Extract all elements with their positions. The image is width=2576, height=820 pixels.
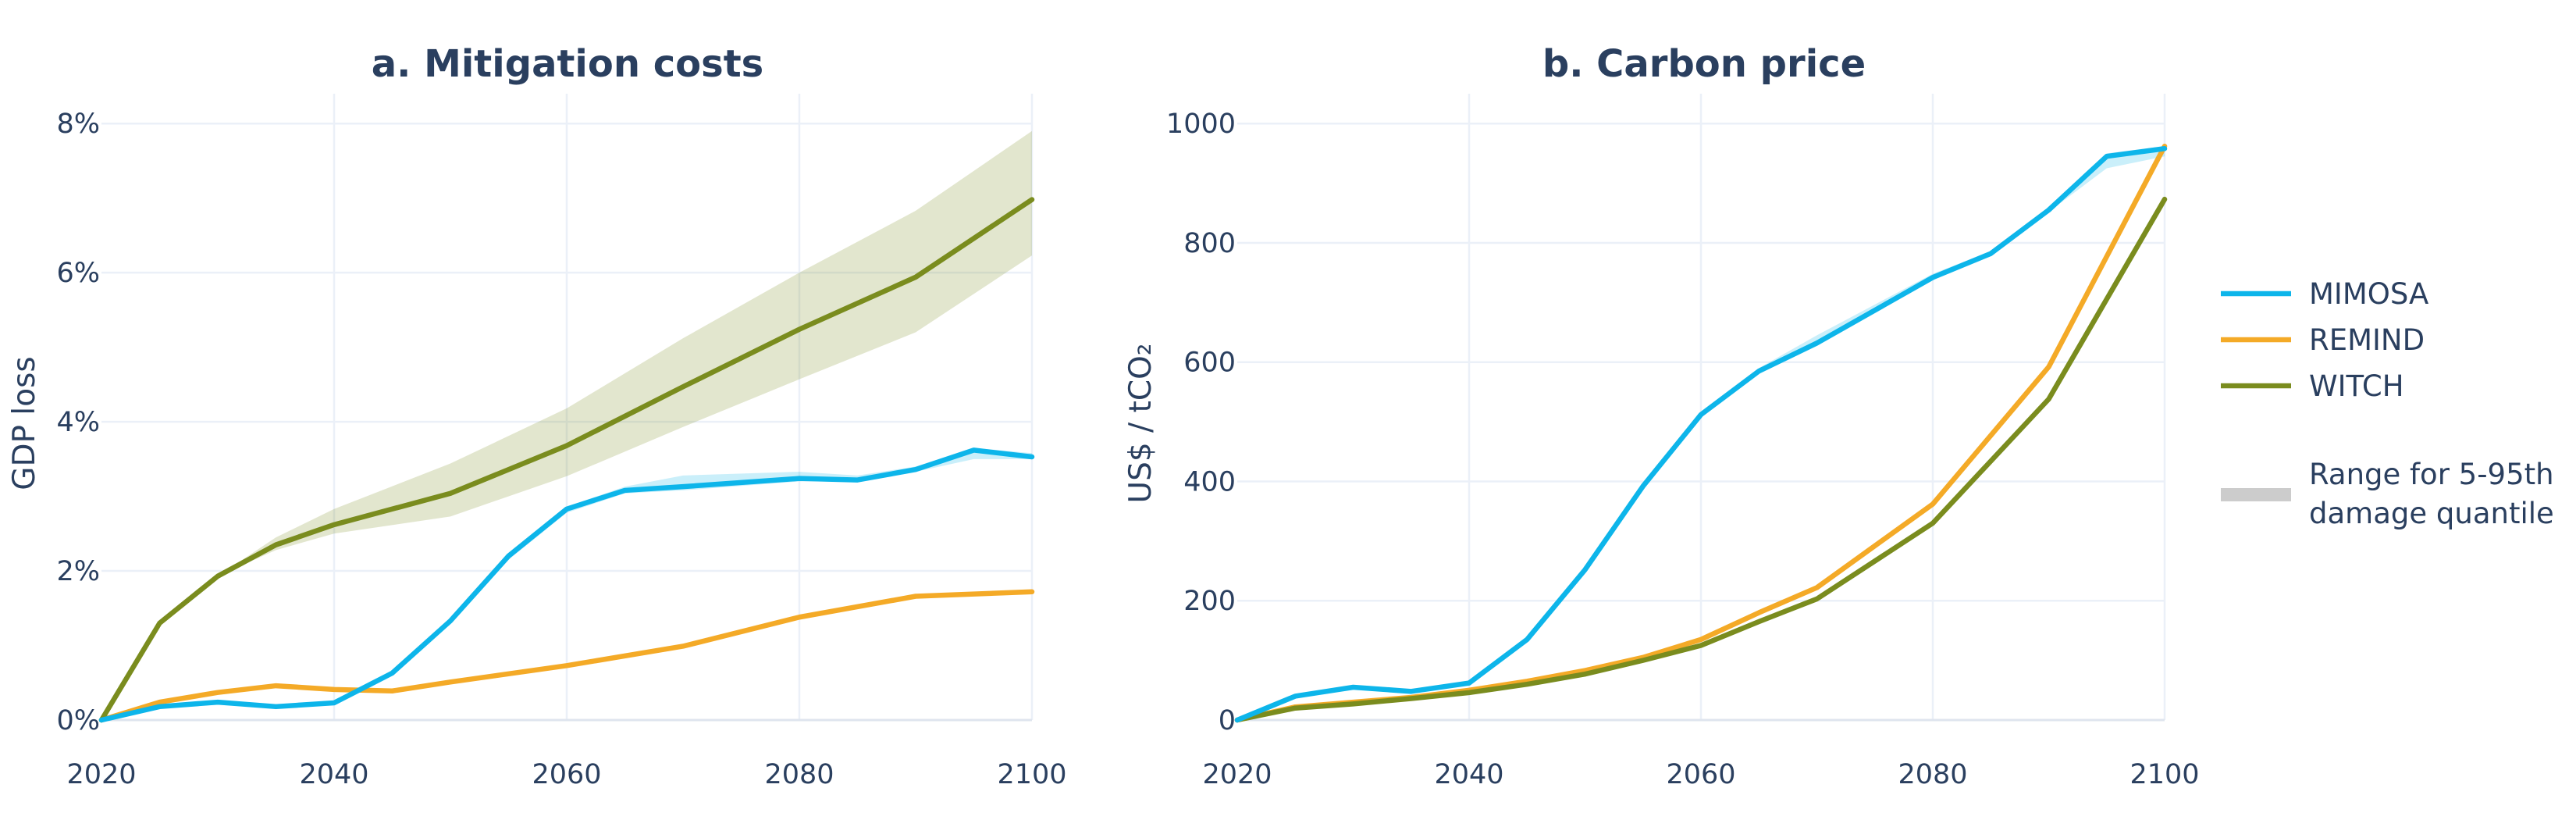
x-tick-label: 2040 xyxy=(1434,759,1503,790)
y-tick-label: 6% xyxy=(56,258,100,289)
y-tick-label: 600 xyxy=(1183,348,1236,379)
series-line-mimosa xyxy=(98,447,1035,723)
x-tick-label: 2060 xyxy=(532,759,601,790)
y-tick-label: 8% xyxy=(56,109,100,140)
legend: MIMOSA REMIND WITCH Range for 5-95th dam… xyxy=(2221,277,2554,530)
panel-a-y-ticks: 0% 2% 4% 6% 8% xyxy=(56,109,100,736)
x-tick-label: 2060 xyxy=(1666,759,1735,790)
panel-a-title: a. Mitigation costs xyxy=(372,42,763,86)
x-tick-label: 2100 xyxy=(2129,759,2199,790)
legend-band-label-line1: Range for 5-95th xyxy=(2309,458,2554,491)
y-tick-label: 0% xyxy=(56,705,100,736)
panel-carbon-price: 0 200 400 600 800 1000 2020 2040 2060 2080 2100 b… xyxy=(1123,42,2200,790)
panel-a-bands xyxy=(101,130,1032,720)
panel-b-grid xyxy=(1237,94,2166,722)
legend-label-mimosa: MIMOSA xyxy=(2309,277,2428,311)
x-tick-label: 2100 xyxy=(997,759,1066,790)
legend-item-witch[interactable]: WITCH xyxy=(2221,369,2404,403)
x-tick-label: 2080 xyxy=(1898,759,1967,790)
series-line-witch xyxy=(98,197,1035,723)
legend-item-remind[interactable]: REMIND xyxy=(2221,323,2425,357)
series-line-remind xyxy=(98,589,1035,723)
y-tick-label: 1000 xyxy=(1166,109,1236,140)
x-tick-label: 2040 xyxy=(299,759,368,790)
panel-b-title: b. Carbon price xyxy=(1542,42,1866,86)
panel-b-lines xyxy=(1234,143,2168,723)
y-tick-label: 4% xyxy=(56,407,100,438)
legend-label-witch: WITCH xyxy=(2309,369,2404,403)
y-tick-label: 200 xyxy=(1183,586,1236,617)
panel-b-y-ticks: 0 200 400 600 800 1000 xyxy=(1166,109,1236,736)
y-tick-label: 2% xyxy=(56,556,100,587)
y-tick-label: 800 xyxy=(1183,228,1236,259)
legend-item-band[interactable]: Range for 5-95th damage quantile xyxy=(2221,458,2554,530)
panel-a-lines xyxy=(98,197,1035,723)
series-line-witch xyxy=(1234,196,2168,723)
band-witch xyxy=(101,130,1032,720)
y-tick-label: 400 xyxy=(1183,466,1236,497)
legend-item-mimosa[interactable]: MIMOSA xyxy=(2221,277,2428,311)
series-line-mimosa xyxy=(1234,146,2168,723)
panel-a-grid xyxy=(101,94,1034,722)
x-tick-label: 2020 xyxy=(1202,759,1272,790)
panel-a-x-ticks: 2020 2040 2060 2080 2100 xyxy=(66,759,1066,790)
legend-label-remind: REMIND xyxy=(2309,323,2425,357)
x-tick-label: 2080 xyxy=(764,759,834,790)
panel-b-x-ticks: 2020 2040 2060 2080 2100 xyxy=(1202,759,2199,790)
y-tick-label: 0 xyxy=(1219,705,1236,736)
legend-swatch-band xyxy=(2221,488,2291,501)
panel-mitigation-costs: 0% 2% 4% 6% 8% 2020 2040 2060 2080 2100 a. Mitig… xyxy=(7,42,1067,790)
x-tick-label: 2020 xyxy=(66,759,136,790)
legend-band-label-line2: damage quantile xyxy=(2309,497,2554,530)
panel-b-y-axis-label: US$ / tCO₂ xyxy=(1123,344,1158,504)
panel-a-y-axis-label: GDP loss xyxy=(7,356,42,490)
